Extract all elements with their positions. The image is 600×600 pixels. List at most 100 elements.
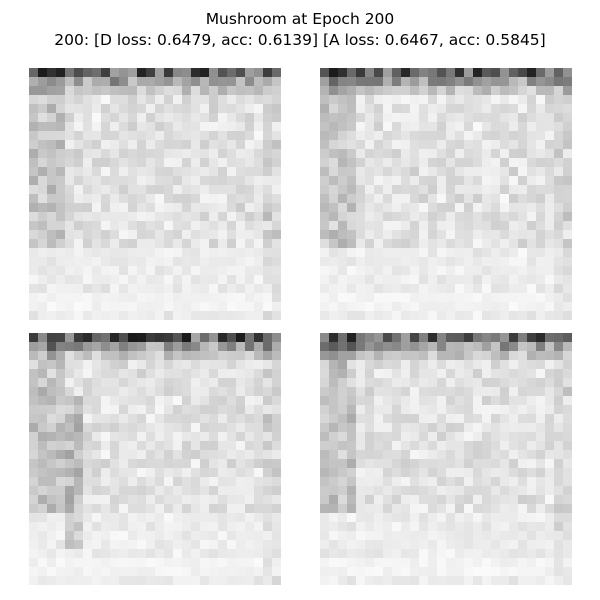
pixel — [374, 104, 383, 113]
pixel — [347, 486, 356, 495]
pixel — [29, 284, 38, 293]
pixel — [545, 459, 554, 468]
pixel — [155, 257, 164, 266]
pixel — [473, 369, 482, 378]
pixel — [437, 140, 446, 149]
pixel — [545, 387, 554, 396]
pixel — [173, 333, 182, 342]
pixel — [554, 221, 563, 230]
pixel — [209, 378, 218, 387]
pixel — [374, 239, 383, 248]
pixel — [374, 122, 383, 131]
pixel — [110, 450, 119, 459]
pixel — [254, 576, 263, 585]
pixel — [320, 477, 329, 486]
pixel — [491, 342, 500, 351]
pixel — [74, 293, 83, 302]
pixel — [47, 540, 56, 549]
pixel — [473, 95, 482, 104]
pixel — [47, 113, 56, 122]
pixel — [320, 284, 329, 293]
pixel — [101, 95, 110, 104]
pixel — [437, 423, 446, 432]
pixel — [356, 140, 365, 149]
pixel — [509, 203, 518, 212]
pixel — [29, 405, 38, 414]
pixel — [410, 194, 419, 203]
pixel — [146, 522, 155, 531]
pixel — [182, 212, 191, 221]
pixel — [374, 131, 383, 140]
pixel — [173, 540, 182, 549]
pixel — [272, 194, 281, 203]
pixel — [482, 140, 491, 149]
pixel — [155, 567, 164, 576]
pixel — [554, 239, 563, 248]
pixel — [347, 378, 356, 387]
pixel — [119, 450, 128, 459]
pixel — [200, 212, 209, 221]
pixel — [410, 284, 419, 293]
pixel — [500, 293, 509, 302]
pixel — [92, 405, 101, 414]
pixel — [29, 522, 38, 531]
pixel — [236, 450, 245, 459]
pixel — [191, 549, 200, 558]
pixel — [254, 257, 263, 266]
pixel — [464, 293, 473, 302]
pixel — [155, 95, 164, 104]
pixel — [101, 266, 110, 275]
pixel — [119, 387, 128, 396]
pixel — [209, 450, 218, 459]
pixel — [365, 414, 374, 423]
pixel — [356, 567, 365, 576]
pixel — [482, 239, 491, 248]
pixel — [428, 95, 437, 104]
pixel — [272, 122, 281, 131]
pixel — [56, 113, 65, 122]
pixel — [164, 414, 173, 423]
pixel — [254, 284, 263, 293]
pixel — [455, 405, 464, 414]
pixel — [119, 414, 128, 423]
pixel — [182, 293, 191, 302]
pixel — [137, 540, 146, 549]
pixel — [545, 293, 554, 302]
pixel — [500, 423, 509, 432]
pixel — [236, 513, 245, 522]
pixel — [254, 149, 263, 158]
pixel — [509, 248, 518, 257]
pixel — [227, 86, 236, 95]
pixel — [536, 495, 545, 504]
pixel — [92, 387, 101, 396]
pixel — [38, 396, 47, 405]
pixel — [263, 95, 272, 104]
pixel — [137, 459, 146, 468]
pixel — [38, 468, 47, 477]
pixel — [464, 342, 473, 351]
pixel — [92, 414, 101, 423]
pixel — [491, 311, 500, 320]
pixel — [65, 369, 74, 378]
pixel — [545, 248, 554, 257]
pixel — [182, 131, 191, 140]
pixel — [401, 378, 410, 387]
pixel — [146, 194, 155, 203]
pixel — [338, 459, 347, 468]
pixel — [356, 311, 365, 320]
pixel — [173, 558, 182, 567]
pixel — [47, 513, 56, 522]
pixel — [164, 405, 173, 414]
pixel-grid — [320, 68, 572, 320]
pixel — [38, 540, 47, 549]
pixel — [65, 293, 74, 302]
pixel — [563, 477, 572, 486]
pixel — [47, 257, 56, 266]
pixel — [47, 441, 56, 450]
pixel — [110, 531, 119, 540]
pixel — [128, 522, 137, 531]
pixel — [536, 86, 545, 95]
pixel — [455, 333, 464, 342]
pixel — [545, 522, 554, 531]
pixel — [146, 221, 155, 230]
